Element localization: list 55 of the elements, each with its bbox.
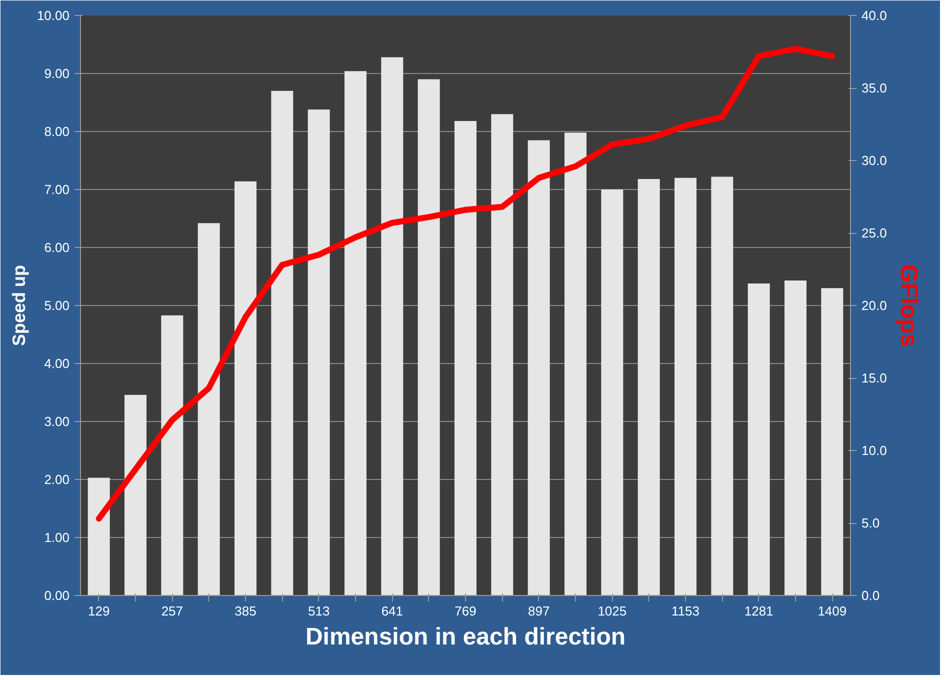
- x-tick-label: 641: [381, 604, 404, 618]
- x-tick-label: 1409: [818, 604, 847, 618]
- y2-tick-label: 15.0: [862, 370, 887, 386]
- bar: [784, 280, 806, 596]
- y-tick-label: 6.00: [44, 240, 70, 255]
- y-tick-label: 5.00: [44, 298, 70, 313]
- bar: [821, 288, 844, 596]
- bar: [748, 283, 770, 596]
- x-tick-label: 1281: [744, 604, 774, 618]
- y-tick-label: 10.00: [36, 8, 70, 23]
- bar: [564, 132, 586, 596]
- y2-tick-label: 35.0: [862, 80, 887, 96]
- bar: [381, 57, 404, 596]
- bar: [601, 190, 624, 596]
- y-tick-label: 1.00: [44, 530, 70, 545]
- bar: [344, 71, 366, 596]
- x-tick-label: 129: [88, 604, 110, 618]
- bar: [638, 179, 660, 596]
- y2-tick-label: 40.0: [862, 8, 887, 23]
- x-tick-label: 897: [528, 604, 550, 618]
- y2-tick-label: 25.0: [862, 226, 887, 240]
- y2-axis-title: GFlops: [894, 264, 922, 347]
- bar: [528, 140, 550, 596]
- bar: [454, 121, 476, 596]
- y2-tick-label: 10.0: [862, 443, 887, 458]
- bar: [674, 178, 696, 596]
- bar: [271, 90, 294, 596]
- y-tick-label: 9.00: [44, 66, 70, 81]
- x-tick-label: 1025: [598, 604, 627, 618]
- y2-tick-label: 20.0: [862, 298, 887, 313]
- y2-tick-label: 5.0: [862, 516, 880, 530]
- y-tick-label: 7.00: [44, 182, 70, 197]
- bar: [418, 79, 440, 596]
- y2-tick-label: 30.0: [862, 153, 887, 168]
- x-tick-label: 385: [234, 604, 256, 618]
- bar: [161, 315, 184, 596]
- bar: [124, 394, 146, 596]
- y-tick-label: 4.00: [44, 356, 70, 371]
- bar: [234, 181, 256, 596]
- bar: [491, 114, 514, 596]
- bar: [308, 109, 330, 596]
- y2-tick-label: 0.0: [862, 588, 880, 603]
- x-tick-label: 257: [161, 604, 184, 618]
- bar: [198, 223, 220, 596]
- y-tick-label: 3.00: [44, 414, 70, 429]
- x-tick-label: 513: [308, 604, 330, 618]
- y-tick-label: 2.00: [44, 472, 70, 487]
- x-tick-label: 769: [454, 604, 476, 618]
- y-tick-label: 8.00: [44, 124, 70, 139]
- bar: [88, 478, 110, 596]
- x-tick-label: 1153: [672, 604, 700, 618]
- y-axis-title: Speed up: [8, 264, 29, 346]
- y-tick-label: 0.00: [44, 588, 70, 603]
- bar: [711, 176, 734, 596]
- x-axis-title: Dimension in each direction: [305, 624, 626, 650]
